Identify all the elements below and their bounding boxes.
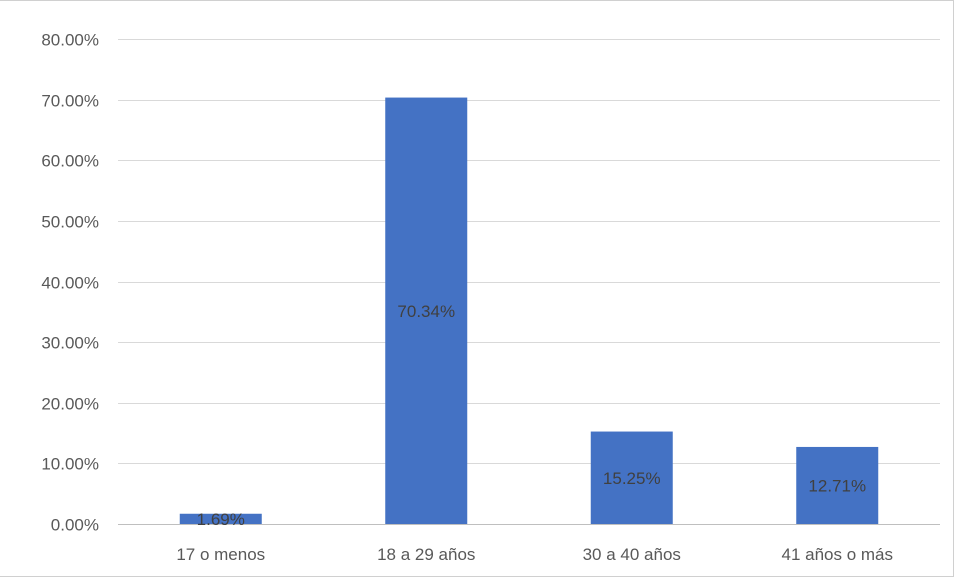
bar [590,431,673,524]
y-tick-label: 40.00% [41,274,99,293]
y-axis-tick-labels: 0.00% 10.00% 20.00% 30.00% 40.00% 50.00% 60.00… [41,31,99,535]
x-axis-tick-labels: 17 o menos 18 a 29 años 30 a 40 años 41 año… [176,545,893,564]
bar [796,446,879,524]
data-label: 12.71% [808,476,866,495]
bar [179,513,262,524]
y-tick-label: 10.00% [41,455,99,474]
y-tick-label: 80.00% [41,31,99,50]
y-tick-label: 30.00% [41,334,99,353]
data-label: 70.34% [397,302,455,321]
data-labels: 1.69% 70.34% 15.25% 12.71% [197,302,866,529]
y-tick-label: 70.00% [41,92,99,111]
y-tick-label: 60.00% [41,152,99,171]
x-tick-label: 18 a 29 años [377,545,475,564]
data-label: 1.69% [197,510,245,529]
bar [385,97,468,524]
x-tick-label: 17 o menos [176,545,265,564]
gridlines [118,39,940,464]
data-label: 15.25% [603,469,661,488]
y-tick-label: 20.00% [41,395,99,414]
bars [179,97,879,524]
x-tick-label: 30 a 40 años [583,545,681,564]
y-tick-label: 0.00% [51,516,99,535]
y-tick-label: 50.00% [41,213,99,232]
x-tick-label: 41 años o más [781,545,893,564]
